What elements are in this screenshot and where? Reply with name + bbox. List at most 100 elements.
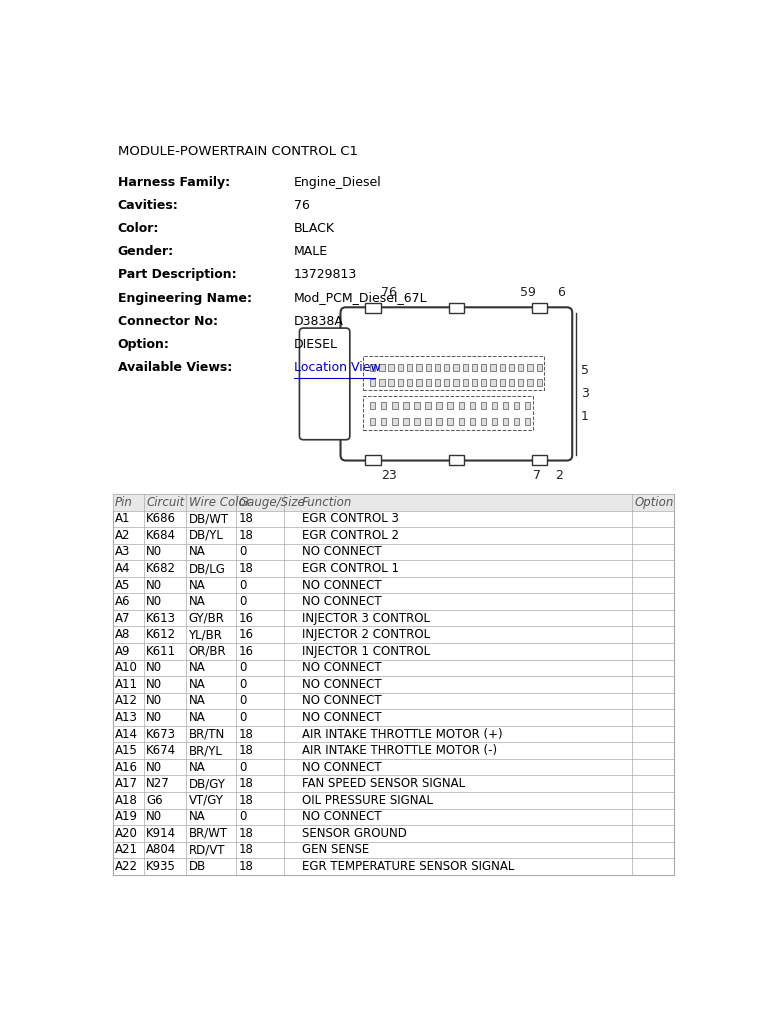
Bar	[449, 455, 464, 465]
Text: K673: K673	[146, 728, 176, 740]
Text: DB/YL: DB/YL	[188, 529, 223, 542]
Text: 0: 0	[239, 810, 247, 823]
Text: NO CONNECT: NO CONNECT	[302, 595, 381, 608]
Bar	[436, 402, 442, 410]
Bar	[398, 364, 403, 371]
Bar	[514, 418, 519, 425]
Text: A1: A1	[114, 512, 130, 525]
Text: A11: A11	[114, 678, 137, 691]
FancyBboxPatch shape	[300, 328, 349, 439]
Text: A12: A12	[114, 694, 137, 708]
Text: 0: 0	[239, 662, 247, 675]
Text: 16: 16	[239, 611, 254, 625]
Bar	[370, 418, 376, 425]
Text: K674: K674	[146, 744, 176, 757]
Text: Available Views:: Available Views:	[118, 360, 232, 374]
Text: Location View: Location View	[293, 360, 380, 374]
Text: FAN SPEED SENSOR SIGNAL: FAN SPEED SENSOR SIGNAL	[302, 777, 465, 791]
Bar	[414, 402, 419, 410]
Text: 0: 0	[239, 546, 247, 558]
Text: NO CONNECT: NO CONNECT	[302, 810, 381, 823]
Bar	[113, 494, 674, 511]
Text: NA: NA	[188, 694, 205, 708]
Bar	[448, 402, 453, 410]
Text: K684: K684	[146, 529, 176, 542]
Bar	[416, 364, 422, 371]
Text: Option: Option	[634, 496, 674, 509]
Bar	[398, 379, 403, 386]
Text: DB/WT: DB/WT	[188, 512, 229, 525]
Text: DB: DB	[188, 860, 206, 873]
Bar	[425, 379, 431, 386]
Text: 18: 18	[239, 728, 253, 740]
Text: A13: A13	[114, 711, 137, 724]
Text: N0: N0	[146, 579, 162, 592]
Bar	[532, 303, 548, 312]
Bar	[363, 356, 544, 390]
Text: A10: A10	[114, 662, 137, 675]
Text: EGR TEMPERATURE SENSOR SIGNAL: EGR TEMPERATURE SENSOR SIGNAL	[302, 860, 514, 873]
Bar	[462, 379, 468, 386]
Text: Connector No:: Connector No:	[118, 314, 217, 328]
Text: BR/YL: BR/YL	[188, 744, 223, 757]
Bar	[407, 379, 412, 386]
Bar	[458, 418, 464, 425]
Bar	[481, 418, 486, 425]
Text: K611: K611	[146, 645, 176, 657]
Bar	[492, 418, 497, 425]
Bar	[509, 364, 515, 371]
Bar	[458, 402, 464, 410]
Bar	[490, 364, 495, 371]
Text: NA: NA	[188, 711, 205, 724]
FancyBboxPatch shape	[340, 307, 572, 461]
Bar	[509, 379, 515, 386]
Text: EGR CONTROL 3: EGR CONTROL 3	[302, 512, 399, 525]
Bar	[469, 402, 475, 410]
Text: A22: A22	[114, 860, 137, 873]
Bar	[518, 379, 524, 386]
Text: 0: 0	[239, 579, 247, 592]
Bar	[370, 379, 376, 386]
Text: NA: NA	[188, 761, 205, 774]
Bar	[472, 379, 477, 386]
Text: 18: 18	[239, 827, 253, 840]
Text: 6: 6	[558, 286, 565, 299]
Bar	[514, 402, 519, 410]
Text: NA: NA	[188, 595, 205, 608]
Text: NO CONNECT: NO CONNECT	[302, 694, 381, 708]
Bar	[469, 418, 475, 425]
Text: 1: 1	[581, 410, 588, 423]
Bar	[528, 364, 533, 371]
Bar	[503, 402, 508, 410]
Text: A18: A18	[114, 794, 137, 807]
Bar	[416, 379, 422, 386]
Text: AIR INTAKE THROTTLE MOTOR (+): AIR INTAKE THROTTLE MOTOR (+)	[302, 728, 502, 740]
Bar	[518, 364, 524, 371]
Text: N0: N0	[146, 694, 162, 708]
Text: A3: A3	[114, 546, 130, 558]
Bar	[525, 418, 531, 425]
Text: N0: N0	[146, 546, 162, 558]
Bar	[366, 303, 381, 312]
Bar	[448, 418, 453, 425]
Text: GEN SENSE: GEN SENSE	[302, 844, 369, 856]
Bar	[407, 364, 412, 371]
Bar	[363, 396, 534, 430]
Bar	[462, 364, 468, 371]
Text: 16: 16	[239, 629, 254, 641]
Bar	[481, 364, 486, 371]
Bar	[381, 418, 386, 425]
Text: MALE: MALE	[293, 246, 328, 258]
Text: N0: N0	[146, 810, 162, 823]
Text: BR/WT: BR/WT	[188, 827, 227, 840]
Bar	[414, 418, 419, 425]
Text: A804: A804	[146, 844, 177, 856]
Text: NO CONNECT: NO CONNECT	[302, 546, 381, 558]
Text: 0: 0	[239, 711, 247, 724]
Text: VT/GY: VT/GY	[188, 794, 223, 807]
Text: OR/BR: OR/BR	[188, 645, 226, 657]
Text: A21: A21	[114, 844, 137, 856]
Bar	[481, 379, 486, 386]
Text: K682: K682	[146, 562, 176, 575]
Text: 13729813: 13729813	[293, 268, 357, 282]
